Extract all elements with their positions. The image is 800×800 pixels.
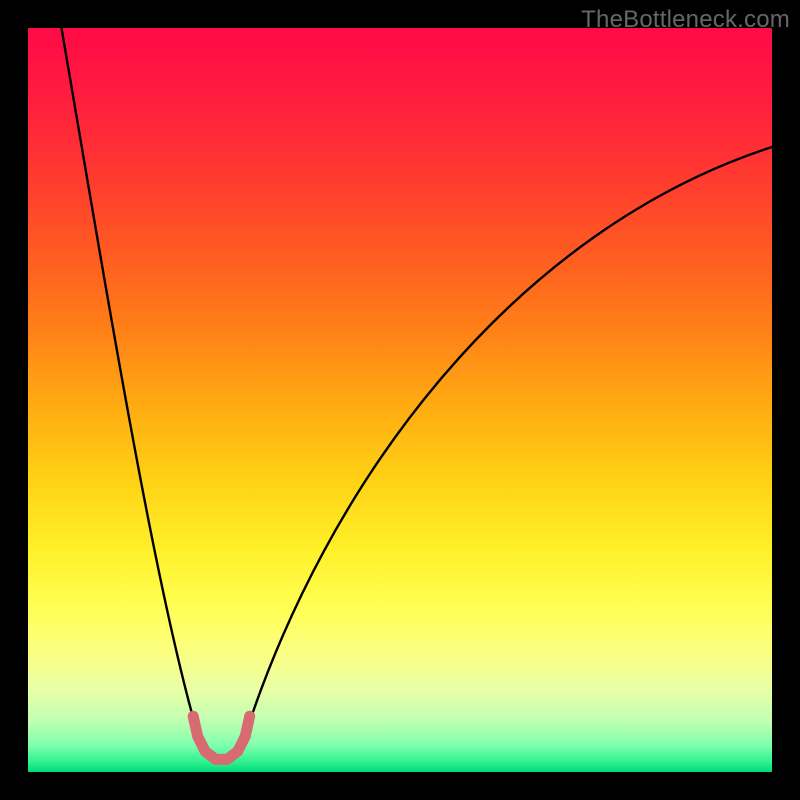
bottleneck-chart-svg xyxy=(0,0,800,800)
chart-frame xyxy=(0,0,800,800)
plot-background xyxy=(28,28,772,772)
watermark-text: TheBottleneck.com xyxy=(581,6,790,34)
